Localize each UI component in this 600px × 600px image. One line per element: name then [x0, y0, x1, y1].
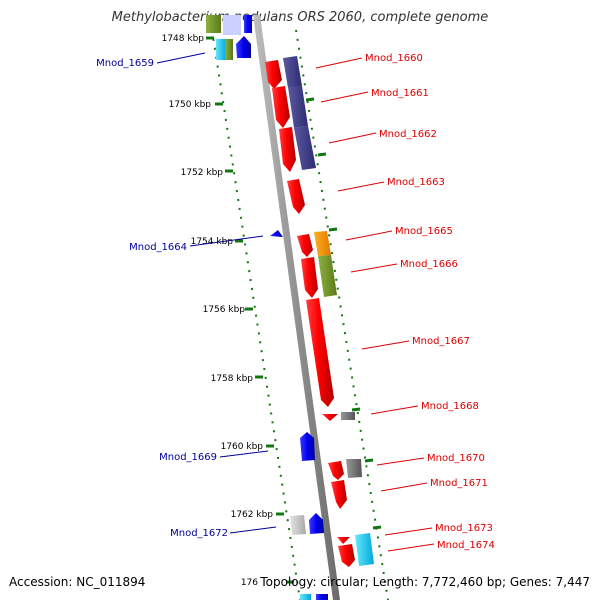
gene-cyan-bottom[interactable]: [355, 533, 374, 566]
tick-label-1762: 1762 kbp: [231, 510, 274, 520]
gene-mnod-1672[interactable]: [290, 515, 306, 535]
gene-mnod-1666[interactable]: [301, 257, 318, 298]
gene-olive-top-2[interactable]: [225, 39, 233, 60]
label-mnod-1666[interactable]: Mnod_1666: [400, 259, 458, 270]
gene-orange[interactable]: [314, 231, 331, 256]
label-mnod-1659[interactable]: Mnod_1659: [96, 58, 154, 69]
tick-label-1760: 1760 kbp: [221, 442, 264, 452]
label-mnod-1662[interactable]: Mnod_1662: [379, 129, 437, 140]
gene-blue-bottom-edge[interactable]: [316, 594, 328, 600]
gene-navy-3[interactable]: [294, 126, 316, 170]
gene-cyan-bottom-edge[interactable]: [300, 594, 311, 600]
label-mnod-1674[interactable]: Mnod_1674: [437, 540, 495, 551]
accession-text: Accession: NC_011894: [9, 575, 146, 589]
tick-label-1750: 1750 kbp: [169, 100, 212, 110]
gene-blue-arrow-top[interactable]: [236, 36, 251, 58]
gene-navy-2[interactable]: [288, 86, 308, 128]
tick-label-1754: 1754 kbp: [191, 237, 234, 247]
label-mnod-1668[interactable]: Mnod_1668: [421, 401, 479, 412]
gene-mnod-1674[interactable]: [338, 544, 355, 567]
label-mnod-1665[interactable]: Mnod_1665: [395, 226, 453, 237]
gene-mnod-1663[interactable]: [287, 179, 305, 214]
topology-text: Topology: circular; Length: 7,772,460 bp…: [260, 575, 590, 589]
gene-grey-small[interactable]: [341, 412, 355, 420]
gene-navy-1[interactable]: [283, 56, 302, 88]
gene-mnod-1670[interactable]: [328, 461, 344, 480]
gene-olive-top[interactable]: [206, 15, 221, 33]
gene-lightblue-top[interactable]: [223, 15, 241, 35]
label-mnod-1663[interactable]: Mnod_1663: [387, 177, 445, 188]
gene-blue-top[interactable]: [244, 15, 252, 33]
gene-blue-1672-adj[interactable]: [309, 513, 324, 534]
label-mnod-1671[interactable]: Mnod_1671: [430, 478, 488, 489]
gene-mnod-1665[interactable]: [297, 234, 313, 257]
label-mnod-1673[interactable]: Mnod_1673: [435, 523, 493, 534]
outer-dotted-guide: [295, 29, 389, 600]
tick-label-1752: 1752 kbp: [181, 168, 224, 178]
gene-mnod-1668[interactable]: [322, 414, 338, 421]
forward-label-leaders: [315, 57, 435, 552]
gene-mnod-1671[interactable]: [331, 480, 347, 509]
gene-mnod-1669[interactable]: [300, 432, 315, 461]
label-mnod-1661[interactable]: Mnod_1661: [371, 88, 429, 99]
tick-marks: [206, 36, 382, 584]
label-mnod-1664[interactable]: Mnod_1664: [129, 242, 187, 253]
tick-label-1756: 1756 kbp: [203, 305, 246, 315]
label-mnod-1672[interactable]: Mnod_1672: [170, 528, 228, 539]
gene-mnod-1660[interactable]: [265, 60, 282, 89]
label-mnod-1667[interactable]: Mnod_1667: [412, 336, 470, 347]
label-mnod-1660[interactable]: Mnod_1660: [365, 53, 423, 64]
gene-mnod-1662[interactable]: [279, 127, 296, 172]
gene-mnod-1664[interactable]: [270, 230, 283, 237]
label-mnod-1670[interactable]: Mnod_1670: [427, 453, 485, 464]
gene-olive-mid[interactable]: [318, 255, 337, 297]
gene-mnod-1661[interactable]: [272, 86, 290, 128]
reverse-label-leaders: [156, 52, 277, 534]
tick-label-1758: 1758 kbp: [211, 374, 254, 384]
gene-grey-mid[interactable]: [346, 459, 362, 478]
gene-cyan-top[interactable]: [216, 39, 226, 60]
tick-label-1748: 1748 kbp: [162, 34, 205, 44]
gene-mnod-1673[interactable]: [337, 537, 350, 544]
label-mnod-1669[interactable]: Mnod_1669: [159, 452, 217, 463]
tick-label-176: 176: [241, 578, 258, 588]
gene-mnod-1667[interactable]: [306, 298, 334, 407]
inner-dotted-guide: [211, 29, 301, 600]
map-title: Methylobacterium nodulans ORS 2060, comp…: [111, 10, 489, 25]
genome-backbone: [253, 15, 340, 600]
